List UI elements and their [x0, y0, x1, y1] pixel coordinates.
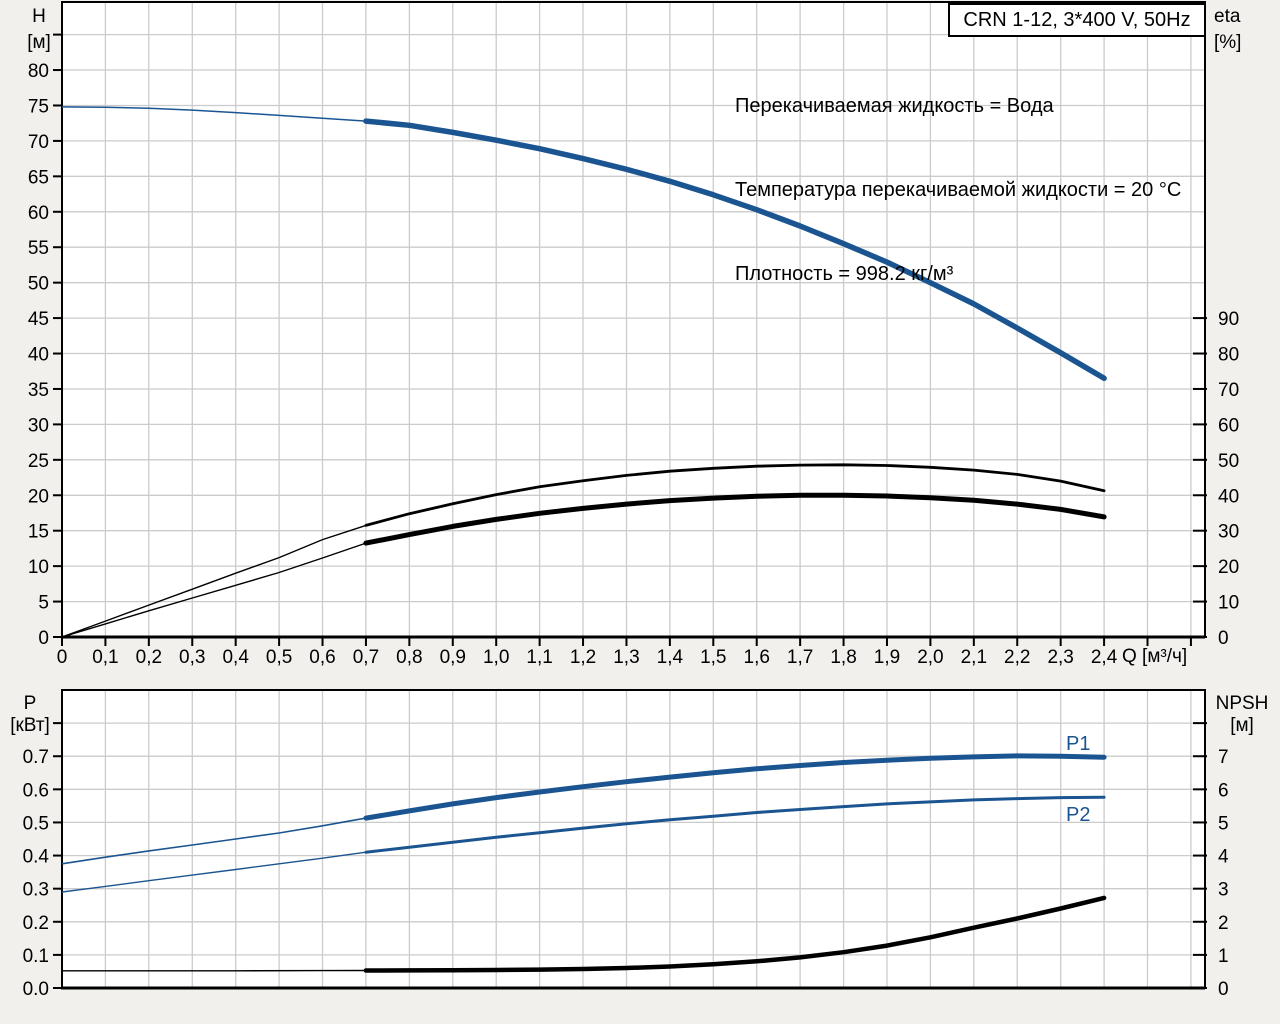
p-axis-unit: [кВт]: [10, 715, 50, 736]
y-left-tick-label: 75: [28, 96, 49, 117]
head-efficiency-chart: 0 5 10 15 20 25 30 35 40 45 50 55 60 65 70 75 80 0 10 20 30 4…: [28, 1, 1239, 668]
y-left-tick-label: 50: [28, 274, 49, 295]
p-axis-name: P: [23, 693, 37, 714]
x-tick-label: 1,8: [830, 647, 856, 668]
npsh-axis-name: NPSH: [1215, 693, 1269, 714]
y-right-tick-label: 0: [1218, 628, 1229, 649]
x-tick-label: 0,7: [353, 647, 379, 668]
p1-curve-thin: [61, 817, 367, 865]
x-tick-label: 0: [57, 647, 68, 668]
x-tick-label: 2,4: [1091, 647, 1118, 668]
y-left-tick-label: 70: [28, 132, 49, 153]
x-tick-label: 0,2: [136, 647, 162, 668]
y-left-tick-label: 15: [28, 522, 49, 543]
y-right-tick-label: 70: [1218, 380, 1239, 401]
p2-curve-label: P2: [1066, 804, 1091, 826]
y-right-tick-label: 2: [1218, 913, 1229, 934]
power-npsh-chart: 0.0 0.1 0.2 0.3 0.4 0.5 0.6 0.7 0 1 2 3 4 5 6 7: [23, 689, 1229, 1000]
x-tick-label: 1,6: [744, 647, 770, 668]
y-left-tick-label: 30: [28, 415, 49, 436]
fluid-conditions: Перекачиваемая жидкость = Вода Температу…: [735, 36, 1181, 344]
x-tick-label: 2,3: [1047, 647, 1073, 668]
x-tick-label: 0,8: [396, 647, 422, 668]
x-tick-label: 0,6: [309, 647, 335, 668]
y-right-tick-label: 90: [1218, 309, 1239, 330]
y-left-tick-label: 0.0: [23, 979, 49, 1000]
y-left-tick-label: 5: [38, 593, 49, 614]
y-right-tick-label: 60: [1218, 415, 1239, 436]
y-left-tick-label: 60: [28, 203, 49, 224]
x-tick-label: 2,0: [917, 647, 943, 668]
x-tick-label: 0,4: [222, 647, 249, 668]
eta-pump-motor-curve: [363, 492, 1107, 546]
y-right-tick-label: 50: [1218, 451, 1239, 472]
x-tick-label: 1,9: [874, 647, 900, 668]
y-right-tick-label: 4: [1218, 847, 1229, 868]
y-right-tick-label: 40: [1218, 486, 1239, 507]
x-tick-label: 0,5: [266, 647, 292, 668]
fluid-condition-line: Перекачиваемая жидкость = Вода: [735, 95, 1054, 117]
y-right-tick-label: 80: [1218, 345, 1239, 366]
head-curve-thin: [61, 106, 366, 122]
y-left-tick-label: 40: [28, 345, 49, 366]
y-right-tick-label: 1: [1218, 946, 1229, 967]
x-tick-label: 0,9: [440, 647, 466, 668]
y-left-tick-label: 0.3: [23, 880, 49, 901]
y-right-tick-label: 10: [1218, 593, 1239, 614]
eta-pump-curve: [364, 463, 1106, 527]
x-tick-label: 1,3: [613, 647, 639, 668]
y-right-tick-label: 20: [1218, 557, 1239, 578]
y-left-tick-label: 45: [28, 309, 49, 330]
plot-area: [62, 690, 1205, 988]
x-tick-label: 0,1: [92, 647, 118, 668]
p2-curve-thin: [61, 851, 366, 893]
y-right-tick-label: 5: [1218, 813, 1229, 834]
y-left-tick-label: 0.5: [23, 813, 49, 834]
eta-pump-motor-curve-thin: [61, 542, 367, 638]
y-right-tick-label: 30: [1218, 522, 1239, 543]
p1-curve: [363, 753, 1107, 821]
eta-pump-curve-thin: [61, 524, 367, 638]
q-axis-label: Q [м³/ч]: [1122, 646, 1188, 667]
eta-axis-name: eta: [1214, 6, 1241, 27]
y-left-tick-label: 55: [28, 238, 49, 259]
y-left-tick-label: 0.1: [23, 946, 49, 967]
y-left-tick-label: 65: [28, 167, 49, 188]
p2-curve: [364, 795, 1106, 854]
y-left-tick-label: 0.4: [23, 847, 50, 868]
x-tick-label: 1,2: [570, 647, 596, 668]
npsh-axis-unit: [м]: [1230, 715, 1254, 736]
y-right-tick-label: 3: [1218, 880, 1229, 901]
y-left-tick-label: 0.7: [23, 747, 49, 768]
h-axis-name: H: [32, 6, 46, 27]
fluid-condition-line: Температура перекачиваемой жидкости = 20…: [735, 179, 1182, 201]
x-tick-label: 1,5: [700, 647, 726, 668]
y-left-tick-label: 20: [28, 486, 49, 507]
y-left-tick-label: 0.6: [23, 780, 49, 801]
y-right-tick-label: 7: [1218, 747, 1229, 768]
p1-curve-label: P1: [1066, 733, 1091, 755]
y-left-tick-label: 25: [28, 451, 49, 472]
x-tick-label: 0,3: [179, 647, 205, 668]
y-left-tick-label: 0: [38, 628, 49, 649]
x-tick-label: 1,1: [526, 647, 552, 668]
fluid-condition-line: Плотность = 998.2 кг/м³: [735, 263, 954, 285]
eta-axis-unit: [%]: [1214, 32, 1242, 53]
x-tick-label: 1,7: [787, 647, 813, 668]
y-left-tick-label: 10: [28, 557, 49, 578]
x-tick-label: 1,0: [483, 647, 509, 668]
y-left-tick-label: 35: [28, 380, 49, 401]
y-right-tick-label: 0: [1218, 979, 1229, 1000]
x-tick-label: 2,2: [1004, 647, 1030, 668]
y-left-tick-label: 0.2: [23, 913, 49, 934]
npsh-curve: [363, 895, 1107, 973]
head-curve: [363, 118, 1107, 382]
y-left-tick-label: 80: [28, 61, 49, 82]
y-right-tick-label: 6: [1218, 780, 1229, 801]
h-axis-unit: [м]: [27, 32, 51, 53]
x-tick-label: 1,4: [657, 647, 684, 668]
x-tick-label: 2,1: [961, 647, 987, 668]
pump-model-title: CRN 1-12, 3*400 V, 50Hz: [948, 3, 1206, 37]
